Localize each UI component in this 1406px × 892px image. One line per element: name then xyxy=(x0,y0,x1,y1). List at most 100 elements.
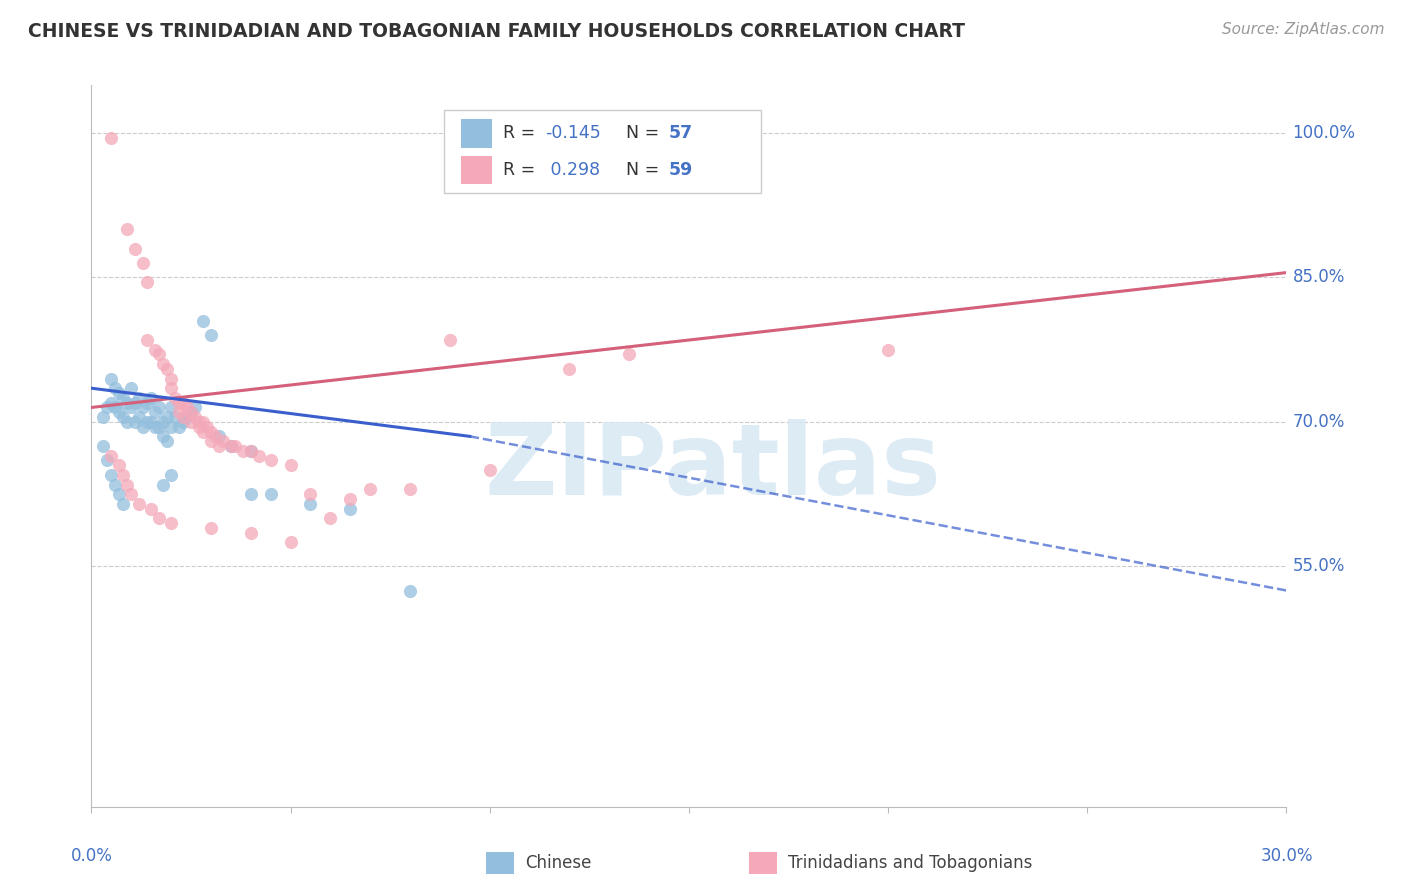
Point xyxy=(160,381,183,395)
Point xyxy=(184,401,207,415)
Point xyxy=(167,419,190,434)
Point xyxy=(319,511,342,525)
Point xyxy=(195,419,218,434)
Point xyxy=(152,415,174,429)
Point xyxy=(191,425,214,439)
Point xyxy=(108,487,131,501)
Point xyxy=(112,391,135,405)
Point xyxy=(399,583,422,598)
Point xyxy=(172,415,194,429)
Point xyxy=(239,443,262,458)
Point xyxy=(141,415,162,429)
Text: Trinidadians and Tobagonians: Trinidadians and Tobagonians xyxy=(789,854,1032,871)
Point xyxy=(172,395,194,409)
Point xyxy=(93,439,115,453)
Point xyxy=(148,347,170,361)
Point xyxy=(100,467,122,482)
Point xyxy=(167,395,190,409)
Point xyxy=(339,491,361,506)
Point xyxy=(96,401,118,415)
Point xyxy=(399,483,422,497)
Point xyxy=(120,487,142,501)
Point xyxy=(208,439,231,453)
Text: 0.298: 0.298 xyxy=(546,161,600,179)
Point xyxy=(148,401,170,415)
Point xyxy=(112,467,135,482)
Point xyxy=(100,395,122,409)
Point xyxy=(439,333,461,347)
Point xyxy=(120,381,142,395)
Point xyxy=(239,443,262,458)
Point xyxy=(100,130,122,145)
Point xyxy=(247,449,270,463)
Point xyxy=(136,275,159,289)
Point xyxy=(280,535,302,549)
Point xyxy=(141,391,162,405)
Text: 0.0%: 0.0% xyxy=(70,847,112,865)
Point xyxy=(128,497,150,511)
Text: R =: R = xyxy=(503,161,541,179)
Point xyxy=(160,516,183,530)
Point xyxy=(132,401,155,415)
Point xyxy=(152,429,174,443)
Point xyxy=(136,395,159,409)
Point xyxy=(180,405,202,419)
Point xyxy=(108,405,131,419)
Point xyxy=(239,487,262,501)
Point xyxy=(124,415,146,429)
Point xyxy=(219,439,242,453)
Point xyxy=(112,410,135,425)
Point xyxy=(143,405,166,419)
Point xyxy=(108,386,131,401)
Point xyxy=(191,314,214,328)
Point xyxy=(143,343,166,357)
Point xyxy=(104,381,127,395)
Point xyxy=(136,415,159,429)
Point xyxy=(558,362,581,376)
Point xyxy=(120,401,142,415)
Point xyxy=(156,410,179,425)
Point xyxy=(132,419,155,434)
Point xyxy=(160,371,183,385)
Text: 57: 57 xyxy=(669,124,693,143)
Point xyxy=(104,401,127,415)
Point xyxy=(128,410,150,425)
Text: 55.0%: 55.0% xyxy=(1292,558,1346,575)
Point xyxy=(124,242,146,256)
Point xyxy=(148,419,170,434)
Text: CHINESE VS TRINIDADIAN AND TOBAGONIAN FAMILY HOUSEHOLDS CORRELATION CHART: CHINESE VS TRINIDADIAN AND TOBAGONIAN FA… xyxy=(28,22,965,41)
Point xyxy=(100,371,122,385)
Point xyxy=(280,458,302,473)
Point xyxy=(143,419,166,434)
Point xyxy=(152,357,174,371)
Point xyxy=(152,477,174,491)
Point xyxy=(877,343,900,357)
Text: N =: N = xyxy=(616,161,665,179)
Text: Chinese: Chinese xyxy=(526,854,592,871)
Point xyxy=(219,439,242,453)
Point xyxy=(96,453,118,467)
Point xyxy=(200,328,222,343)
Point xyxy=(180,405,202,419)
Point xyxy=(188,415,211,429)
Text: R =: R = xyxy=(503,124,541,143)
Text: 85.0%: 85.0% xyxy=(1292,268,1346,286)
Point xyxy=(200,434,222,449)
Text: 70.0%: 70.0% xyxy=(1292,413,1346,431)
Point xyxy=(188,419,211,434)
Point xyxy=(93,410,115,425)
Point xyxy=(359,483,381,497)
Text: 100.0%: 100.0% xyxy=(1292,124,1355,142)
Text: N =: N = xyxy=(616,124,665,143)
Text: Source: ZipAtlas.com: Source: ZipAtlas.com xyxy=(1222,22,1385,37)
Point xyxy=(141,501,162,516)
Point xyxy=(115,477,138,491)
Point xyxy=(115,222,138,236)
Point xyxy=(124,395,146,409)
Point xyxy=(200,425,222,439)
Point xyxy=(108,458,131,473)
Point xyxy=(259,487,281,501)
Point xyxy=(180,415,202,429)
Point xyxy=(167,405,190,419)
Point xyxy=(156,362,179,376)
